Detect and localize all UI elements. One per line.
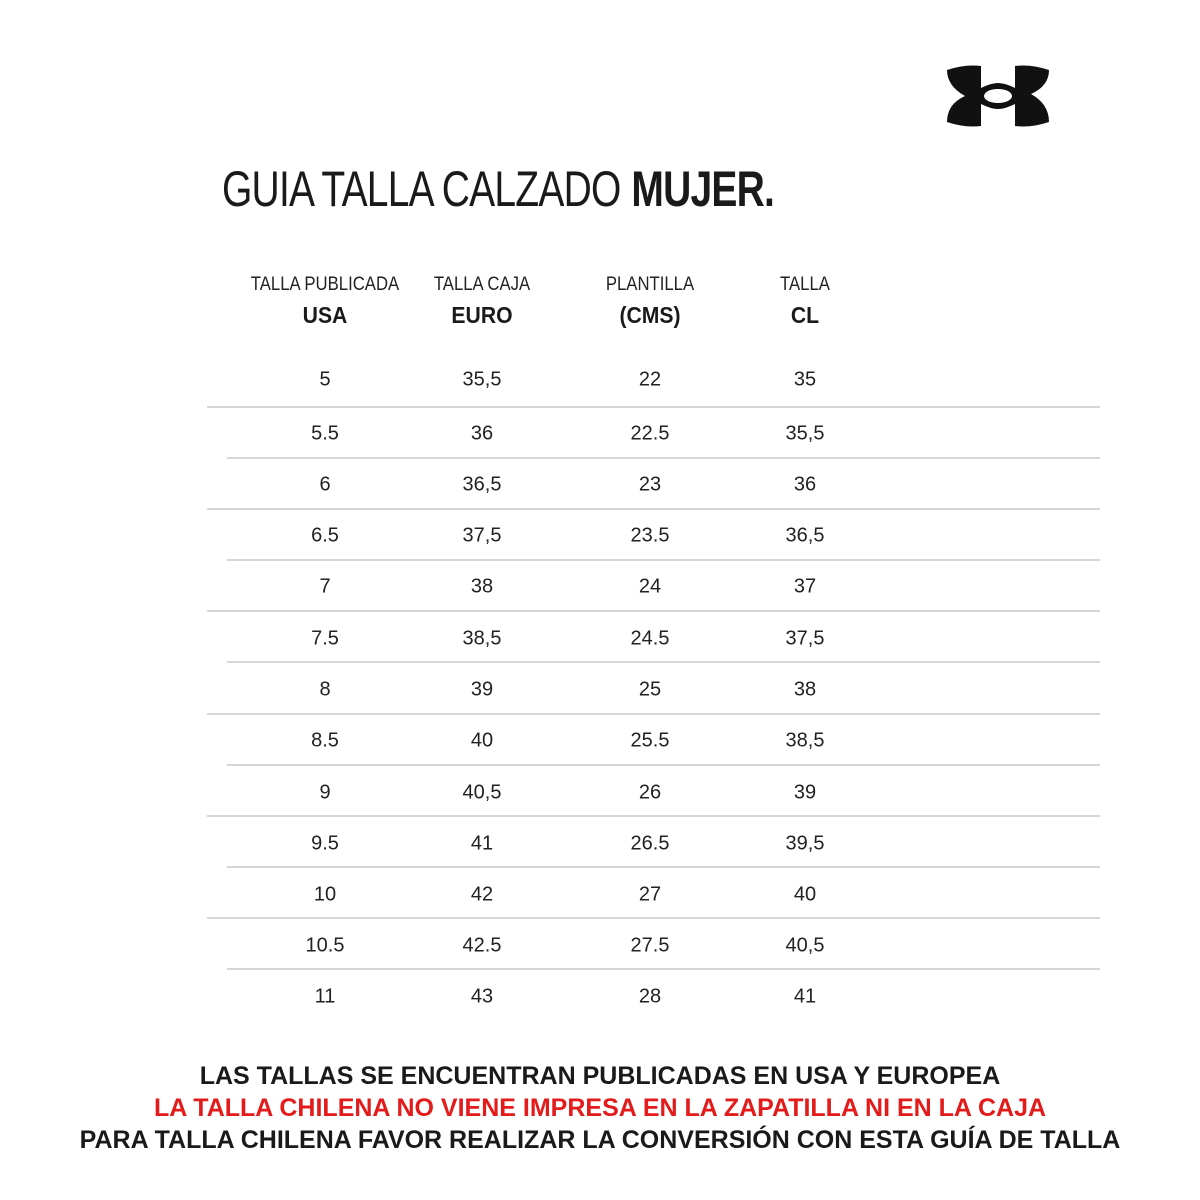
table-cell: 39 <box>793 781 817 804</box>
table-cell: 36 <box>793 473 817 496</box>
table-cell: 38 <box>470 575 494 598</box>
table-cell: 40,5 <box>785 934 825 957</box>
table-cell: 7 <box>319 575 331 598</box>
table-cell: 22.5 <box>630 422 670 445</box>
table-cell: 5 <box>319 368 331 391</box>
table-cell: 38,5 <box>785 729 825 752</box>
header-line2: CL <box>790 302 820 328</box>
table-cell: 8.5 <box>311 729 339 752</box>
table-cell: 5.5 <box>311 422 339 445</box>
column-header: TALLA PUBLICADA USA <box>225 274 425 329</box>
row-divider <box>207 917 1100 919</box>
header-line2: USA <box>302 302 348 328</box>
table-cell: 39 <box>470 678 494 701</box>
table-cell: 25 <box>638 678 662 701</box>
table-cell: 28 <box>638 985 662 1008</box>
table-cell: 27.5 <box>630 934 670 957</box>
table-cell: 25.5 <box>630 729 670 752</box>
table-cell: 40 <box>793 883 817 906</box>
table-cell: 23.5 <box>630 524 670 547</box>
table-cell: 37,5 <box>785 627 825 650</box>
row-divider <box>227 457 1100 459</box>
table-cell: 38,5 <box>462 627 502 650</box>
table-cell: 36,5 <box>462 473 502 496</box>
table-cell: 7.5 <box>311 627 339 650</box>
table-cell: 24.5 <box>630 627 670 650</box>
table-cell: 40 <box>470 729 494 752</box>
table-cell: 9.5 <box>311 832 339 855</box>
footer-line-3: PARA TALLA CHILENA FAVOR REALIZAR LA CON… <box>79 1126 1121 1154</box>
header-line1: TALLA CAJA <box>433 274 531 295</box>
table-cell: 42.5 <box>462 934 502 957</box>
table-cell: 10 <box>313 883 337 906</box>
row-divider <box>207 508 1100 510</box>
table-cell: 26.5 <box>630 832 670 855</box>
table-cell: 8 <box>319 678 331 701</box>
header-line1: TALLA <box>780 274 830 295</box>
table-cell: 41 <box>470 832 494 855</box>
table-cell: 35,5 <box>462 368 502 391</box>
under-armour-logo <box>947 65 1049 127</box>
table-cell: 6 <box>319 473 331 496</box>
row-divider <box>207 610 1100 612</box>
table-cell: 22 <box>638 368 662 391</box>
row-divider <box>227 968 1100 970</box>
page-title: GUIA TALLA CALZADO MUJER. <box>222 160 775 218</box>
table-cell: 39,5 <box>785 832 825 855</box>
header-line1: TALLA PUBLICADA <box>250 274 400 295</box>
header-line2: EURO <box>451 302 513 328</box>
row-divider <box>207 406 1100 408</box>
title-bold: MUJER. <box>631 161 775 217</box>
footer-warning: LA TALLA CHILENA NO VIENE IMPRESA EN LA … <box>153 1094 1047 1122</box>
row-divider <box>207 815 1100 817</box>
title-light: GUIA TALLA CALZADO <box>222 161 621 217</box>
header-line1: PLANTILLA <box>605 274 695 295</box>
row-divider <box>227 559 1100 561</box>
row-divider <box>227 764 1100 766</box>
table-cell: 41 <box>793 985 817 1008</box>
table-cell: 35,5 <box>785 422 825 445</box>
table-cell: 35 <box>793 368 817 391</box>
table-cell: 11 <box>314 985 336 1008</box>
table-cell: 27 <box>638 883 662 906</box>
table-cell: 38 <box>793 678 817 701</box>
column-header: TALLA CL <box>705 274 905 329</box>
footer-line-1: LAS TALLAS SE ENCUENTRAN PUBLICADAS EN U… <box>199 1062 1001 1090</box>
table-cell: 10.5 <box>305 934 345 957</box>
table-cell: 40,5 <box>462 781 502 804</box>
row-divider <box>227 866 1100 868</box>
table-cell: 37 <box>793 575 817 598</box>
table-cell: 37,5 <box>462 524 502 547</box>
column-header: TALLA CAJA EURO <box>382 274 582 329</box>
row-divider <box>207 713 1100 715</box>
table-cell: 23 <box>638 473 662 496</box>
row-divider <box>227 661 1100 663</box>
table-cell: 36,5 <box>785 524 825 547</box>
table-cell: 24 <box>638 575 662 598</box>
column-header: PLANTILLA (CMS) <box>550 274 750 329</box>
table-cell: 26 <box>638 781 662 804</box>
table-cell: 9 <box>319 781 331 804</box>
table-cell: 43 <box>470 985 494 1008</box>
table-cell: 36 <box>470 422 494 445</box>
table-cell: 6.5 <box>311 524 339 547</box>
header-line2: (CMS) <box>619 302 681 328</box>
table-cell: 42 <box>470 883 494 906</box>
